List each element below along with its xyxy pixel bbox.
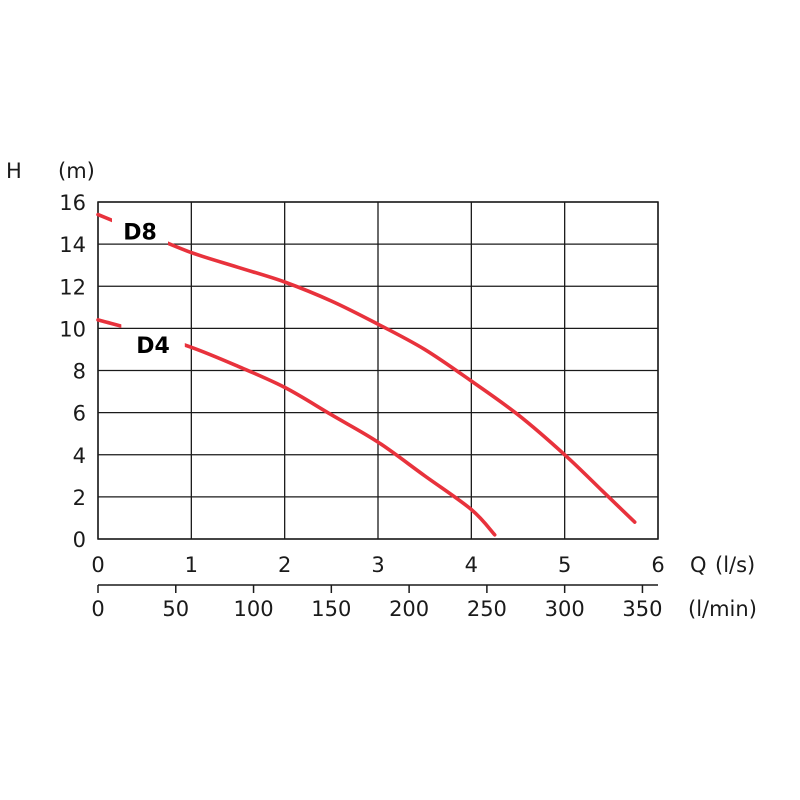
y-tick-label: 12	[59, 275, 86, 299]
x-axis-unit: (l/s)	[715, 553, 755, 577]
secondary-x-tick-label: 250	[467, 597, 507, 621]
x-axis-secondary-unit: (l/min)	[688, 597, 757, 621]
y-tick-label: 10	[59, 317, 86, 341]
y-tick-label: 2	[73, 486, 86, 510]
y-tick-label: 14	[59, 233, 86, 257]
y-tick-label: 16	[59, 191, 86, 215]
grid	[97, 201, 659, 593]
y-axis-unit: (m)	[58, 159, 95, 183]
y-tick-label: 6	[73, 402, 86, 426]
secondary-x-tick-label: 100	[234, 597, 274, 621]
y-axis-symbol: H	[6, 159, 22, 183]
y-tick-label: 4	[73, 444, 86, 468]
x-tick-label: 3	[371, 553, 384, 577]
x-tick-label: 6	[651, 553, 664, 577]
y-tick-label: 0	[73, 528, 86, 552]
series-label-d8: D8	[123, 220, 157, 245]
secondary-x-tick-label: 0	[91, 597, 104, 621]
x-tick-label: 0	[91, 553, 104, 577]
series-line-d8	[96, 212, 637, 524]
x-tick-label: 4	[465, 553, 478, 577]
plot-frame	[97, 201, 659, 540]
x-tick-label: 5	[558, 553, 571, 577]
secondary-x-tick-label: 200	[389, 597, 429, 621]
x-axis-symbol: Q	[690, 553, 707, 577]
x-tick-label: 2	[278, 553, 291, 577]
series-label-d4: D4	[136, 334, 170, 359]
secondary-x-tick-label: 350	[622, 597, 662, 621]
y-tick-label: 8	[73, 360, 86, 384]
curves	[96, 212, 637, 537]
secondary-x-tick-label: 300	[545, 597, 585, 621]
x-tick-label: 1	[185, 553, 198, 577]
secondary-x-tick-label: 50	[162, 597, 189, 621]
secondary-x-tick-label: 150	[311, 597, 351, 621]
